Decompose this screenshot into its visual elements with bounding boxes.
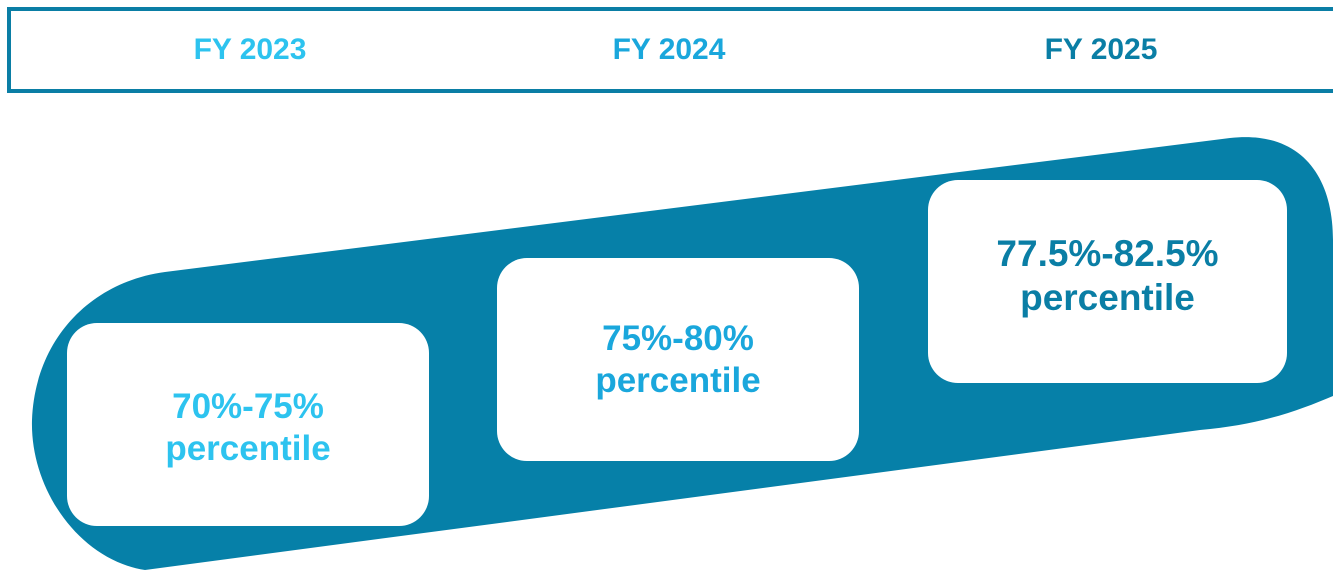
fy-2025-target-card: 77.5%-82.5% percentile — [928, 180, 1287, 383]
fy-2025-range: 77.5%-82.5% — [996, 232, 1219, 274]
fy-2023-target-card: 70%-75% percentile — [67, 323, 429, 526]
fy-2024-target-card: 75%-80% percentile — [497, 258, 859, 461]
fy-2025-unit: percentile — [1020, 276, 1195, 318]
fy-2023-range: 70%-75% — [172, 386, 324, 426]
fy-2025-label: FY 2025 — [1044, 33, 1158, 66]
fy-2024-range: 75%-80% — [602, 318, 754, 358]
fy-2023-unit: percentile — [165, 428, 331, 468]
fy-2024-unit: percentile — [595, 360, 761, 400]
fy-2024-label: FY 2024 — [612, 33, 726, 66]
fiscal-year-header: FY 2023 FY 2024 FY 2025 — [7, 7, 1333, 93]
fy-2023-label: FY 2023 — [193, 33, 307, 66]
